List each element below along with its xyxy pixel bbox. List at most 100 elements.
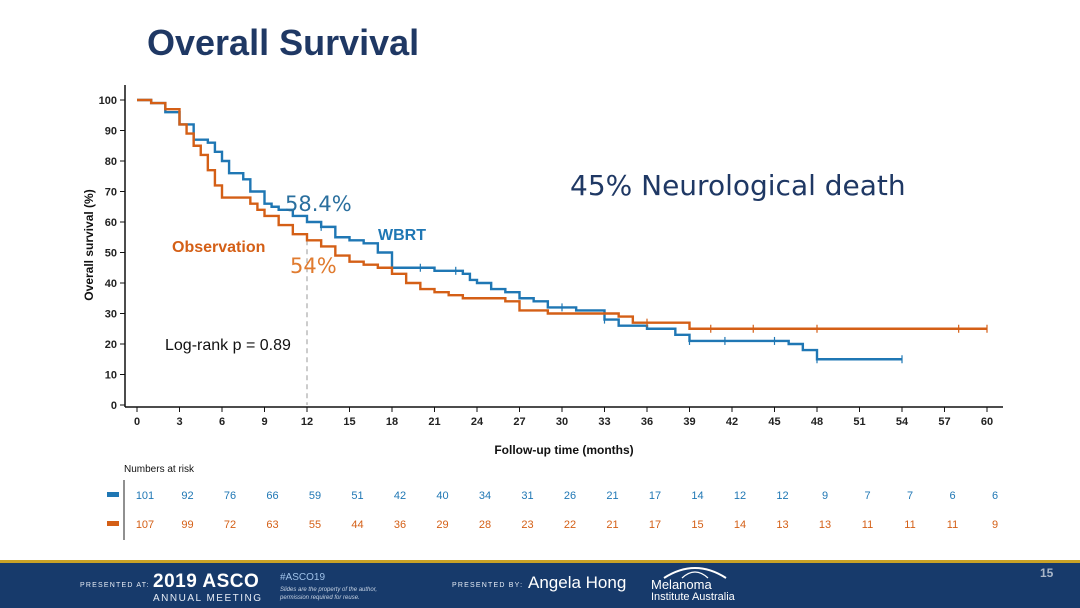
x-tick-label: 60: [981, 416, 993, 428]
x-tick-label: 9: [261, 416, 267, 428]
institute-name-line1: Melanoma: [651, 577, 712, 592]
risk-table-title: Numbers at risk: [124, 464, 195, 475]
presenter-name: Angela Hong: [528, 573, 627, 592]
x-tick-label: 54: [896, 416, 909, 428]
y-axis-label: Overall survival (%): [82, 189, 96, 300]
risk-count-wbrt: 12: [734, 490, 746, 502]
risk-count-observation: 13: [819, 519, 831, 531]
risk-count-wbrt: 7: [907, 490, 913, 502]
y-tick-label: 0: [111, 400, 117, 412]
copyright-note: Slides are the property of the author, p…: [280, 586, 410, 602]
y-tick-label: 10: [105, 370, 117, 382]
risk-count-wbrt: 26: [564, 490, 576, 502]
umbrella-logo-icon: [663, 567, 727, 579]
risk-count-wbrt: 6: [992, 490, 998, 502]
asco-logo-subtitle: ANNUAL MEETING: [153, 593, 263, 604]
risk-count-observation: 36: [394, 519, 406, 531]
risk-count-observation: 29: [436, 519, 448, 531]
hashtag: #ASCO19: [280, 572, 326, 583]
annotation-wbrt-58pct: 58.4%: [285, 192, 352, 216]
presented-at-label: PRESENTED AT:: [80, 582, 150, 589]
risk-count-wbrt: 76: [224, 490, 236, 502]
risk-count-observation: 28: [479, 519, 491, 531]
risk-count-observation: 11: [947, 519, 958, 531]
risk-marker-observation: [107, 521, 119, 526]
risk-count-wbrt: 9: [822, 490, 828, 502]
x-tick-label: 39: [683, 416, 695, 428]
risk-count-observation: 13: [776, 519, 788, 531]
page-number: 15: [1040, 566, 1054, 580]
y-tick-label: 30: [105, 309, 117, 321]
annotation-logrank: Log-rank p = 0.89: [165, 337, 291, 354]
risk-count-wbrt: 7: [864, 490, 870, 502]
risk-count-observation: 63: [266, 519, 278, 531]
x-axis-label: Follow-up time (months): [494, 443, 633, 457]
legend-wbrt: WBRT: [378, 227, 426, 244]
risk-count-observation: 15: [691, 519, 703, 531]
risk-count-wbrt: 59: [309, 490, 321, 502]
annotation-neurological-death: 45% Neurological death: [570, 169, 906, 202]
y-tick-label: 70: [105, 187, 117, 199]
x-tick-label: 21: [428, 416, 440, 428]
y-tick-label: 80: [105, 156, 117, 168]
x-tick-label: 42: [726, 416, 738, 428]
risk-count-observation: 11: [904, 519, 915, 531]
risk-count-wbrt: 51: [351, 490, 363, 502]
slide-title: Overall Survival: [147, 22, 420, 63]
series-line-wbrt: [137, 98, 902, 361]
y-tick-label: 40: [105, 278, 117, 290]
footer-accent-line: [0, 560, 1080, 563]
risk-count-wbrt: 6: [949, 490, 955, 502]
risk-count-wbrt: 42: [394, 490, 406, 502]
institute-name-line2: Institute Australia: [651, 591, 735, 603]
x-tick-label: 30: [556, 416, 568, 428]
series-line-observation: [137, 98, 987, 330]
y-tick-label: 100: [99, 95, 117, 107]
y-tick-label: 60: [105, 217, 117, 229]
risk-count-observation: 22: [564, 519, 576, 531]
x-tick-label: 18: [386, 416, 398, 428]
x-tick-label: 27: [513, 416, 525, 428]
y-tick-label: 50: [105, 248, 117, 260]
annotation-observation-54pct: 54%: [290, 254, 337, 278]
risk-count-wbrt: 66: [266, 490, 278, 502]
x-tick-label: 12: [301, 416, 313, 428]
risk-count-observation: 44: [351, 519, 363, 531]
risk-count-wbrt: 92: [181, 490, 193, 502]
risk-count-observation: 107: [136, 519, 154, 531]
x-tick-label: 36: [641, 416, 653, 428]
risk-count-wbrt: 12: [776, 490, 788, 502]
risk-count-observation: 99: [181, 519, 193, 531]
risk-count-wbrt: 34: [479, 490, 491, 502]
risk-count-observation: 72: [224, 519, 236, 531]
copyright-note-line1: Slides are the property of the author,: [280, 587, 378, 593]
x-tick-label: 57: [938, 416, 950, 428]
x-tick-label: 24: [471, 416, 484, 428]
y-tick-label: 20: [105, 339, 117, 351]
risk-count-observation: 9: [992, 519, 998, 531]
x-tick-label: 33: [598, 416, 610, 428]
risk-count-observation: 23: [521, 519, 533, 531]
y-tick-label: 90: [105, 126, 117, 138]
risk-count-observation: 14: [734, 519, 746, 531]
x-tick-label: 6: [219, 416, 225, 428]
legend-observation: Observation: [172, 239, 265, 256]
risk-count-wbrt: 31: [521, 490, 533, 502]
x-tick-label: 51: [853, 416, 865, 428]
asco-logo-year: 2019 ASCO: [153, 571, 260, 592]
risk-count-wbrt: 101: [136, 490, 154, 502]
risk-count-observation: 55: [309, 519, 321, 531]
x-tick-label: 15: [343, 416, 355, 428]
x-tick-label: 3: [176, 416, 182, 428]
risk-count-observation: 17: [649, 519, 661, 531]
risk-count-observation: 11: [862, 519, 873, 531]
copyright-note-line2: permission required for reuse.: [280, 595, 360, 601]
slide-footer: PRESENTED AT: 2019 ASCO ANNUAL MEETING #…: [0, 560, 1080, 608]
risk-count-wbrt: 21: [606, 490, 618, 502]
presented-by-label: PRESENTED BY:: [452, 582, 524, 589]
risk-count-wbrt: 14: [691, 490, 703, 502]
risk-count-wbrt: 40: [436, 490, 448, 502]
risk-count-wbrt: 17: [649, 490, 661, 502]
risk-marker-wbrt: [107, 492, 119, 497]
